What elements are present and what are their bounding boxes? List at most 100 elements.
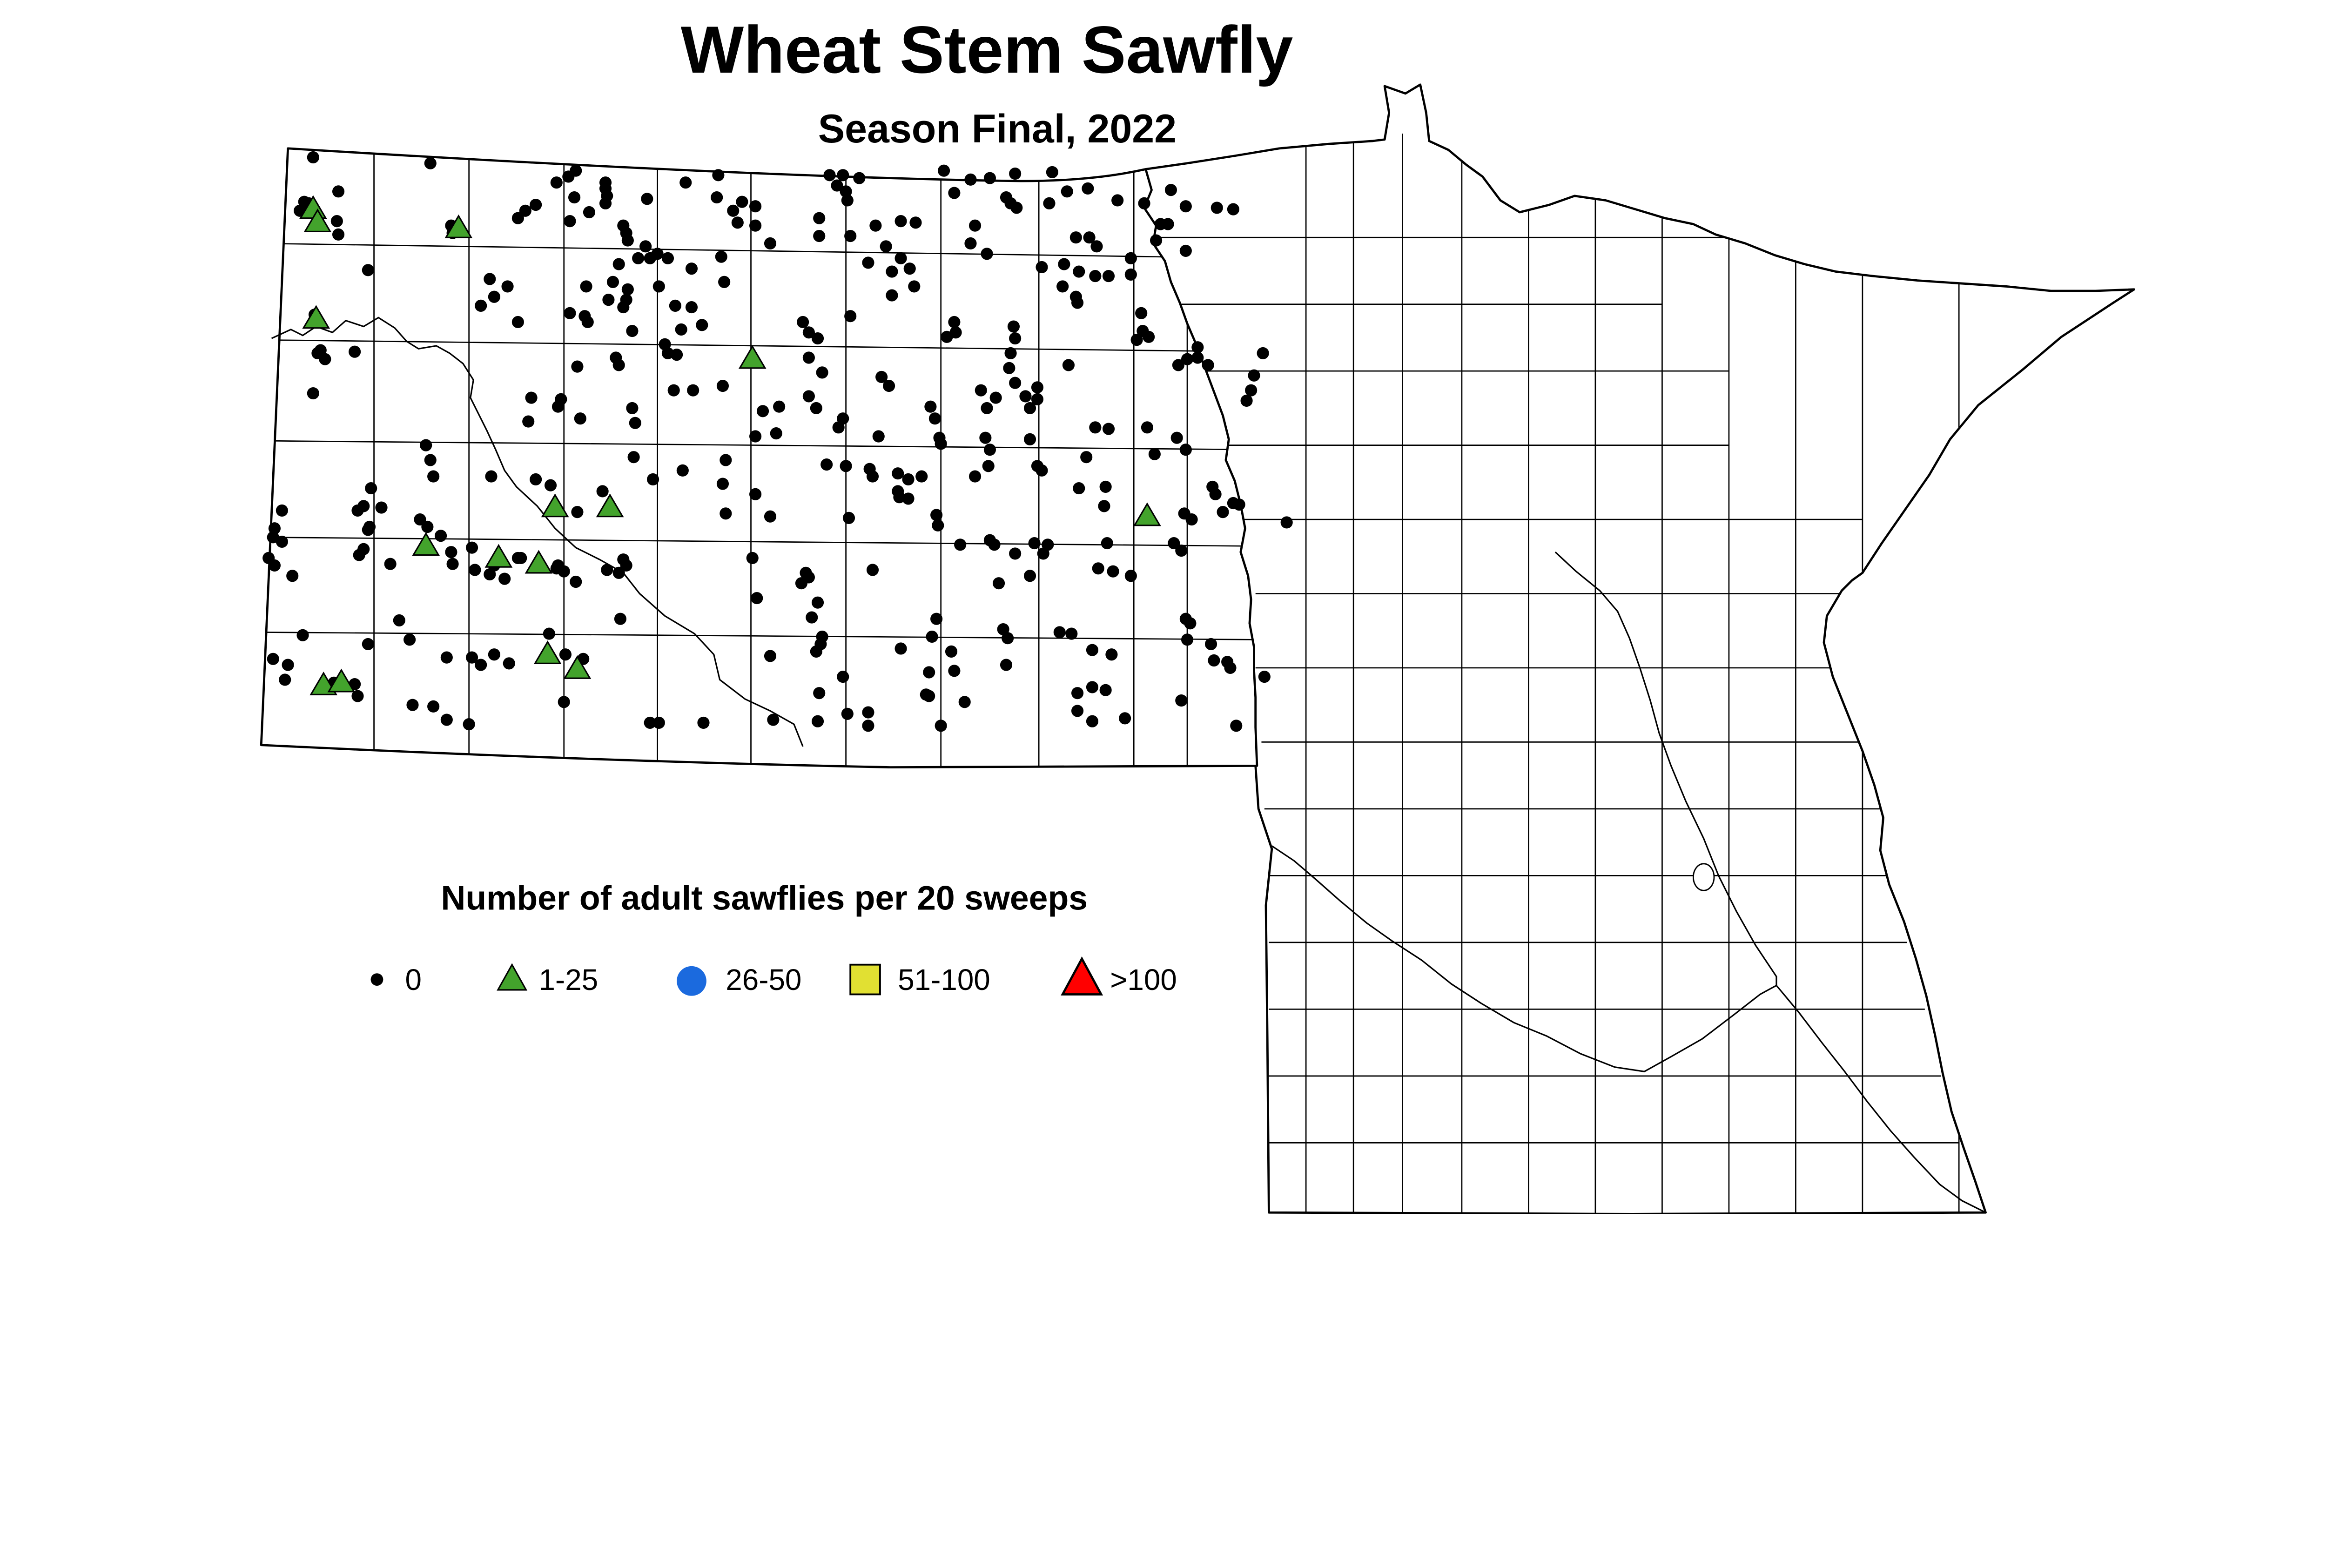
- sample-point-dot: [716, 380, 729, 392]
- sample-point-dot: [1073, 265, 1085, 278]
- sample-point-dot: [840, 460, 852, 472]
- sample-point-dot: [746, 552, 759, 565]
- sample-point-dot: [797, 316, 809, 329]
- sample-point-dot: [935, 437, 947, 450]
- sample-point-dot: [1002, 632, 1014, 645]
- sample-point-dot: [988, 538, 1001, 551]
- sample-point-dot: [811, 332, 824, 345]
- mille-lacs-lake: [1692, 863, 1715, 891]
- sample-point-dot: [1023, 402, 1036, 414]
- sample-point-dot: [1143, 330, 1155, 343]
- sample-point-dot: [1185, 513, 1198, 526]
- sample-point-dot: [981, 248, 993, 260]
- sample-point-dot: [941, 330, 953, 343]
- sample-point-dot: [1099, 480, 1112, 493]
- sample-point-dot: [837, 671, 849, 683]
- legend-large-triangle-icon: [1061, 956, 1103, 996]
- sample-point-dot: [923, 666, 935, 679]
- legend-item: 1-25: [497, 963, 599, 996]
- sample-point-dot: [330, 215, 343, 228]
- sample-point-dot: [626, 402, 639, 414]
- sample-point-dot: [365, 482, 377, 495]
- sample-point-triangle: [327, 668, 356, 693]
- sample-point-dot: [667, 384, 680, 397]
- sample-point-dot: [813, 687, 826, 700]
- sample-point-dot: [983, 444, 996, 456]
- sample-point-dot: [821, 458, 833, 471]
- sample-point-dot: [1036, 464, 1048, 477]
- sample-point-dot: [894, 252, 907, 264]
- sample-point-dot: [697, 716, 710, 729]
- sample-point-dot: [375, 501, 388, 514]
- sample-point-dot: [841, 194, 854, 207]
- sample-point-dot: [767, 713, 780, 726]
- sample-point-dot: [414, 513, 426, 526]
- legend-item-label: 51-100: [898, 963, 990, 996]
- sample-point-dot: [1202, 359, 1214, 371]
- sample-point-dot: [1071, 296, 1084, 309]
- sample-point-dot: [862, 256, 874, 269]
- sample-point-dot: [1082, 182, 1094, 195]
- sample-point-dot: [1181, 353, 1194, 365]
- sample-point-dot: [1101, 537, 1113, 550]
- sample-point-dot: [749, 200, 762, 213]
- legend-item-label: 1-25: [539, 963, 599, 996]
- sample-point-dot: [866, 564, 879, 576]
- sample-point-dot: [948, 316, 961, 329]
- sample-point-dot: [362, 264, 374, 276]
- sample-point-triangle: [303, 209, 332, 233]
- sample-point-dot: [764, 510, 777, 523]
- sample-point-dot: [1069, 231, 1082, 244]
- sample-point-dot: [1089, 421, 1102, 434]
- sample-point-dot: [795, 577, 808, 590]
- sample-point-dot: [282, 659, 294, 671]
- legend-triangle-icon: [497, 963, 528, 991]
- sample-point-dot: [685, 262, 698, 275]
- sample-point-triangle: [738, 345, 767, 369]
- sample-point-dot: [581, 316, 594, 329]
- sample-point-dot: [1240, 394, 1253, 407]
- sample-point-dot: [558, 696, 570, 708]
- sample-point-dot: [915, 470, 928, 483]
- sample-point-dot: [421, 520, 434, 533]
- sample-point-dot: [948, 187, 961, 199]
- sample-point-dot: [1224, 661, 1237, 674]
- sample-point-dot: [930, 612, 943, 625]
- sample-point-dot: [484, 273, 496, 285]
- sample-point-dot: [1036, 261, 1048, 274]
- sample-point-dot: [1245, 384, 1258, 397]
- sample-point-dot: [842, 511, 855, 524]
- sample-point-dot: [1191, 351, 1204, 364]
- sample-point-dot: [964, 237, 977, 250]
- sample-point-dot: [1230, 720, 1243, 732]
- sample-point-dot: [1150, 234, 1163, 247]
- legend-items: 0 1-25 26-50 51-100 >100: [370, 956, 1177, 996]
- sample-point-dot: [811, 596, 824, 609]
- sample-point-triangle: [484, 544, 513, 568]
- sample-point-dot: [948, 665, 961, 677]
- sample-point-dot: [736, 195, 748, 208]
- sample-point-dot: [802, 351, 815, 364]
- sample-point-dot: [1102, 423, 1115, 435]
- sample-point-dot: [924, 400, 937, 413]
- sample-point-dot: [1023, 570, 1036, 582]
- sample-point-dot: [298, 195, 310, 208]
- sample-point-dot: [1141, 421, 1153, 434]
- sample-point-dot: [720, 507, 732, 520]
- sample-point-dot: [515, 552, 527, 565]
- sample-point-dot: [975, 384, 987, 397]
- sample-point-dot: [1089, 270, 1102, 283]
- sample-point-dot: [463, 718, 475, 731]
- sample-point-dot: [606, 276, 619, 288]
- sample-point-dot: [764, 237, 777, 250]
- sample-point-dot: [475, 299, 487, 312]
- sample-point-dot: [935, 720, 947, 732]
- sample-point-dot: [1046, 166, 1058, 178]
- sample-point-dot: [574, 412, 586, 425]
- sample-point-dot: [866, 470, 879, 483]
- sample-point-dot: [307, 387, 319, 400]
- sample-point-dot: [712, 169, 725, 182]
- sample-point-dot: [543, 627, 555, 640]
- sample-point-dot: [446, 558, 459, 570]
- sample-point-dot: [632, 252, 645, 264]
